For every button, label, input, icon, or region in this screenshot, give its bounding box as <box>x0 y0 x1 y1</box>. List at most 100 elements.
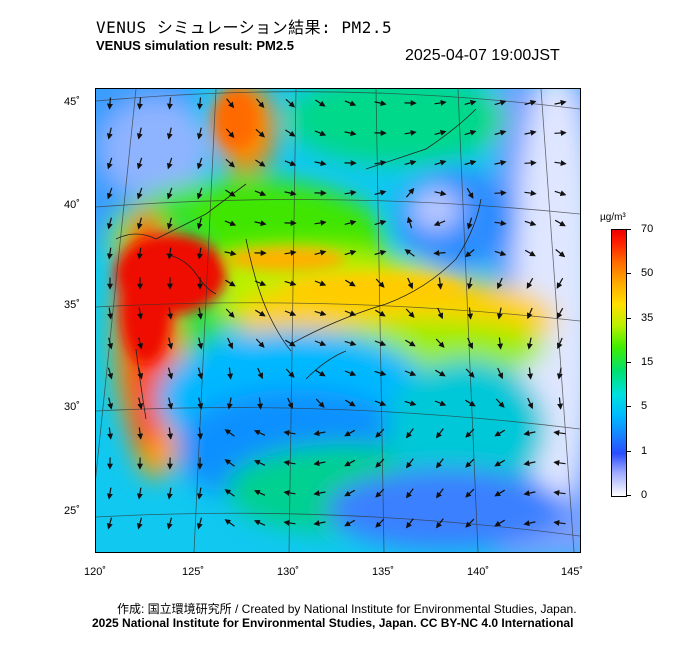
wind-arrow <box>106 187 113 200</box>
wind-arrow <box>344 399 356 407</box>
wind-arrow <box>253 489 266 496</box>
colorbar-tick-mark <box>626 362 631 363</box>
wind-arrow <box>283 459 296 466</box>
wind-arrow <box>374 370 387 377</box>
wind-arrow <box>197 307 204 320</box>
lat-label-40: 40˚ <box>64 199 80 211</box>
wind-arrow <box>136 187 143 200</box>
wind-arrow <box>434 159 447 166</box>
wind-arrow <box>404 159 417 166</box>
wind-arrow <box>435 518 444 529</box>
wind-arrow <box>166 187 173 200</box>
wind-arrow <box>196 247 203 260</box>
wind-arrow <box>374 249 387 256</box>
wind-arrow <box>313 520 326 527</box>
wind-arrow <box>554 219 566 227</box>
wind-arrow <box>287 397 294 410</box>
wind-arrow <box>497 367 504 380</box>
wind-arrow <box>253 519 266 526</box>
wind-arrow <box>167 367 174 380</box>
wind-arrow <box>167 427 174 440</box>
wind-arrow <box>434 369 446 377</box>
timestamp: 2025-04-07 19:00JST <box>405 47 560 64</box>
colorbar-tick-1: 1 <box>641 445 648 457</box>
wind-arrow <box>524 159 537 166</box>
wind-arrow <box>314 340 327 347</box>
colorbar <box>611 229 627 497</box>
wind-arrow <box>524 220 537 227</box>
wind-arrow <box>434 190 447 197</box>
wind-vectors <box>106 97 567 530</box>
wind-arrow <box>254 220 267 227</box>
wind-arrow <box>136 247 143 260</box>
wind-arrow <box>435 338 445 348</box>
wind-arrow <box>284 249 297 256</box>
wind-arrow <box>284 160 297 167</box>
wind-arrow <box>224 519 235 527</box>
wind-arrow <box>283 489 296 496</box>
credit-english: 2025 National Institute for Environmenta… <box>92 616 574 630</box>
wind-arrow <box>404 129 417 136</box>
wind-arrow <box>137 427 144 440</box>
wind-arrow <box>494 129 507 136</box>
credit-japanese: 作成: 国立環境研究所 / Created by National Instit… <box>117 602 577 616</box>
wind-arrow <box>433 220 446 227</box>
wind-arrow <box>375 458 385 468</box>
wind-arrow <box>344 279 356 287</box>
wind-arrow <box>405 518 414 529</box>
wind-arrow <box>524 99 537 106</box>
wind-arrow <box>227 337 234 350</box>
lat-label-30: 30˚ <box>64 401 80 413</box>
wind-arrow <box>344 189 357 196</box>
wind-arrow <box>344 100 357 107</box>
wind-arrow <box>196 127 203 140</box>
wind-arrow <box>524 190 537 197</box>
wind-arrow <box>374 159 387 166</box>
wind-arrow <box>107 337 114 350</box>
wind-arrow <box>314 130 327 137</box>
wind-arrow <box>374 309 386 317</box>
wind-arrow <box>523 430 536 437</box>
wind-arrow <box>494 99 507 106</box>
wind-arrow <box>494 429 506 437</box>
wind-arrow <box>253 459 266 466</box>
wind-arrow <box>106 157 113 170</box>
wind-arrow <box>344 429 356 437</box>
lon-label-120: 120˚ <box>84 566 107 578</box>
wind-arrow <box>556 277 564 289</box>
wind-arrow <box>497 337 504 350</box>
wind-arrow <box>494 159 507 166</box>
wind-arrow <box>255 338 265 348</box>
wind-arrow <box>255 98 265 109</box>
wind-arrow <box>107 307 114 320</box>
wind-arrow <box>106 217 113 230</box>
wind-arrow <box>285 368 295 378</box>
wind-arrow <box>314 280 327 287</box>
wind-arrow <box>553 489 566 496</box>
wind-arrow <box>314 249 327 256</box>
wind-arrow <box>405 428 414 439</box>
wind-arrow <box>375 428 385 438</box>
lon-label-130: 130˚ <box>277 566 300 578</box>
wind-arrow <box>496 307 503 320</box>
wind-arrow <box>166 517 173 530</box>
wind-arrow <box>314 310 327 317</box>
wind-arrow <box>106 517 113 530</box>
wind-arrow <box>314 219 327 226</box>
wind-arrow <box>106 127 113 140</box>
colorbar-tick-50: 50 <box>641 267 654 279</box>
wind-arrow <box>494 220 507 227</box>
wind-arrow <box>406 216 413 229</box>
graticule <box>96 89 580 552</box>
wind-arrow <box>255 128 265 138</box>
wind-arrow <box>107 427 114 440</box>
wind-arrow <box>313 490 326 497</box>
wind-arrow <box>137 397 144 410</box>
wind-arrow <box>464 159 477 166</box>
wind-arrow <box>437 277 444 290</box>
wind-arrow <box>314 369 326 377</box>
wind-arrow <box>526 277 534 289</box>
colorbar-tick-15: 15 <box>641 356 654 368</box>
colorbar-tick-35: 35 <box>641 312 654 324</box>
wind-arrow <box>136 217 143 230</box>
